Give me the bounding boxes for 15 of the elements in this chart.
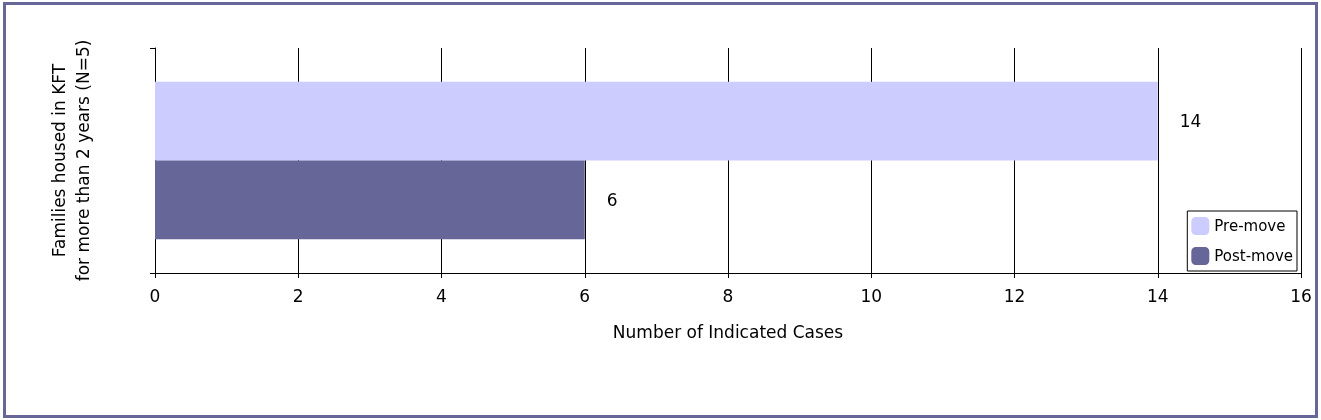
x-tick-label: 12 (1003, 285, 1026, 306)
x-tick-label: 8 (722, 285, 734, 306)
x-tick-label: 4 (436, 285, 447, 306)
legend-label: Pre-move (1214, 217, 1286, 235)
y-axis-title: Families housed in KFT for more than 2 years (N=5) (49, 39, 93, 282)
x-tick-label: 0 (149, 285, 161, 306)
x-tick-label: 6 (579, 285, 591, 306)
data-label: 14 (1179, 111, 1202, 132)
x-tick-label: 16 (1290, 285, 1312, 306)
x-tick-label: 2 (292, 285, 304, 306)
legend-label: Post-move (1214, 247, 1294, 265)
x-tick-label: 10 (860, 285, 883, 306)
data-label: 6 (606, 189, 618, 210)
x-axis-title: Number of Indicated Cases (612, 321, 844, 342)
x-tick-label: 14 (1146, 285, 1169, 306)
